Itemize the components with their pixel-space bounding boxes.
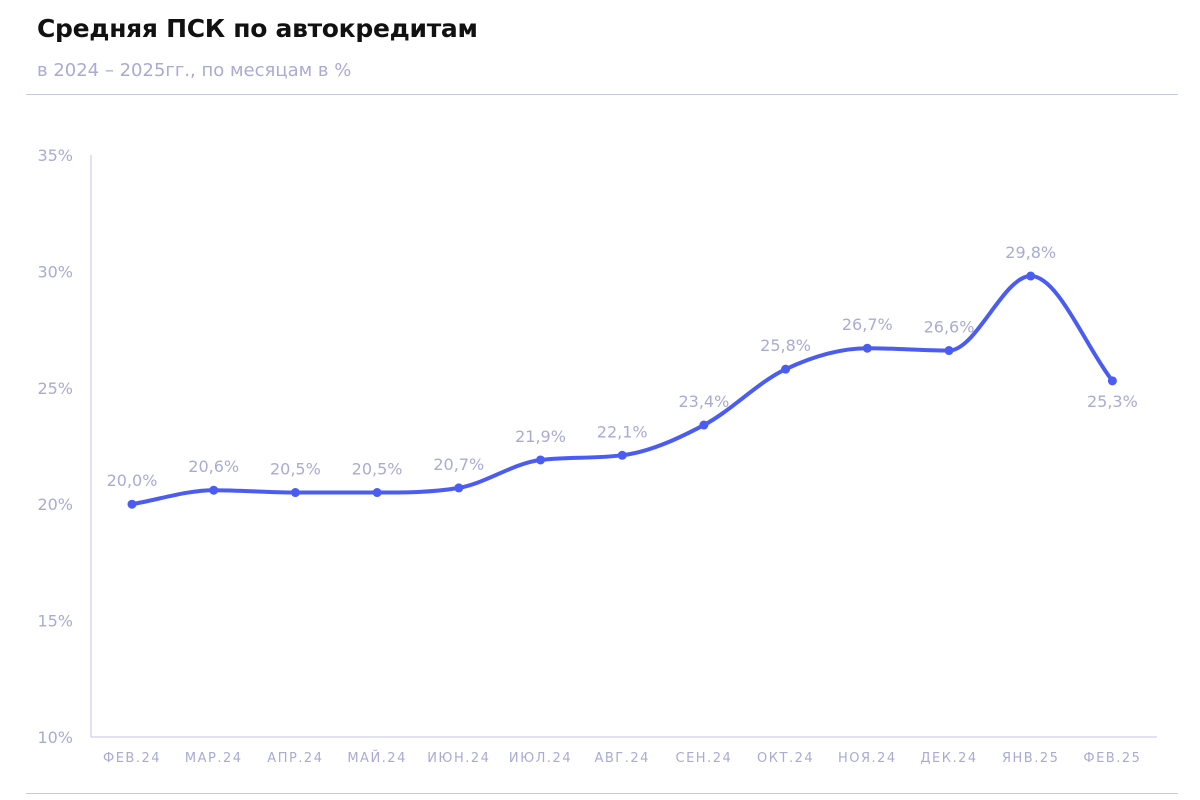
data-point [944,346,954,356]
data-point [290,488,300,498]
x-tick-label: АПР.24 [267,751,323,766]
data-label: 20,5% [270,460,321,479]
bottom-divider [26,793,1178,794]
data-point [1107,376,1117,386]
data-point [209,485,219,495]
data-label: 23,4% [678,392,729,411]
data-label: 25,8% [760,336,811,355]
data-label: 20,5% [352,460,403,479]
y-tick-label: 25% [37,379,73,398]
data-point [699,420,709,430]
x-tick-label: МАЙ.24 [347,750,407,766]
data-label: 20,0% [107,471,158,490]
data-point [127,499,137,509]
data-labels: 20,0% 20,6% 20,5% 20,5% 20,7% 21,9% 22,1% 23,4%… [107,243,1138,490]
y-tick-label: 20% [37,495,73,514]
chart-axes [90,155,1157,738]
data-point [454,483,464,493]
data-point [862,343,872,353]
data-label: 29,8% [1005,243,1056,262]
data-label: 25,3% [1087,392,1138,411]
x-tick-label: ЯНВ.25 [1002,751,1059,766]
chart-title: Средняя ПСК по автокредитам [37,14,478,43]
data-label: 20,7% [433,455,484,474]
top-divider [26,94,1178,95]
y-tick-label: 35% [37,146,73,165]
series-group [127,271,1117,509]
chart-subtitle: в 2024 – 2025гг., по месяцам в % [37,60,352,81]
x-tick-label: ФЕВ.25 [1083,751,1141,766]
data-label: 26,6% [924,318,975,337]
data-label: 21,9% [515,427,566,446]
y-tick-label: 10% [37,728,73,747]
data-point [1026,271,1036,281]
data-point [372,488,382,498]
data-label: 20,6% [188,457,239,476]
x-tick-label: ОКТ.24 [757,751,814,766]
data-point [781,364,791,374]
data-point [536,455,545,465]
x-tick-label: НОЯ.24 [838,751,897,766]
x-tick-label: МАР.24 [185,751,243,766]
x-tick-label: СЕН.24 [676,751,733,766]
x-tick-label: ФЕВ.24 [103,751,161,766]
x-tick-label: ИЮН.24 [427,751,490,766]
y-tick-label: 15% [37,612,73,631]
y-tick-label: 30% [37,262,73,281]
x-tick-label: ДЕК.24 [920,751,977,766]
x-axis-ticks: ФЕВ.24 МАР.24 АПР.24 МАЙ.24 ИЮН.24 ИЮЛ.24 АВГ.… [103,750,1141,766]
data-point [617,450,627,460]
data-label: 26,7% [842,315,893,334]
data-label: 22,1% [597,422,648,441]
x-tick-label: ИЮЛ.24 [509,751,572,766]
x-tick-label: АВГ.24 [594,751,649,766]
y-axis-ticks: 35% 30% 25% 20% 15% 10% [37,146,73,747]
